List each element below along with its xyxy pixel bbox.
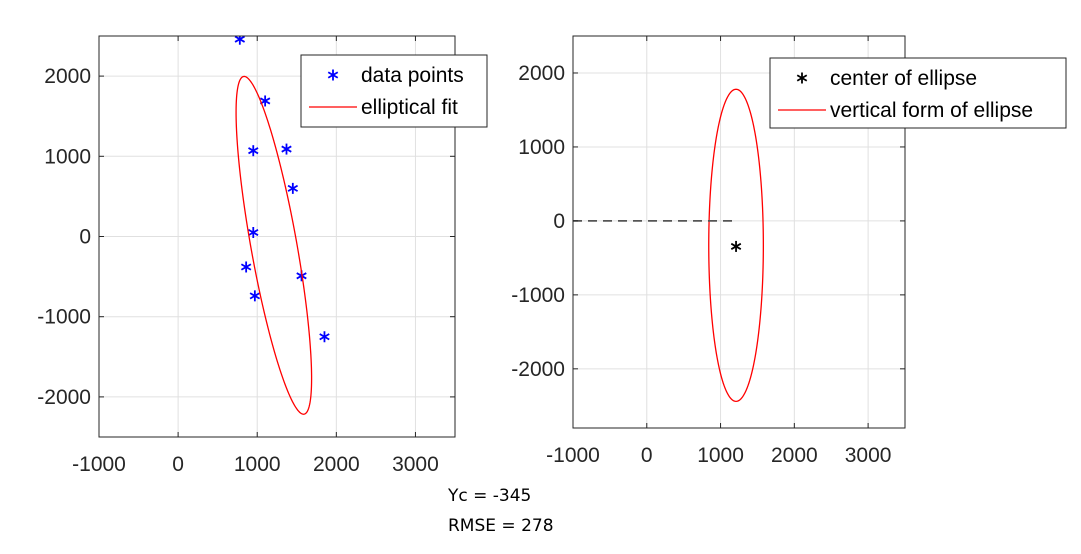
- y-tick-label: 0: [553, 210, 565, 233]
- data-point-marker-stroke: [259, 97, 271, 105]
- data-point-marker-stroke: [234, 36, 246, 43]
- x-tick-label: 1000: [697, 444, 744, 467]
- data-point-marker: [248, 226, 259, 238]
- data-point-marker-stroke: [319, 333, 330, 341]
- x-tick-label: 3000: [392, 453, 439, 476]
- legend-marker-swatch: [796, 72, 808, 84]
- legend-marker-swatch-stroke: [796, 74, 808, 82]
- legend-label: data points: [361, 64, 464, 87]
- data-point-marker: [240, 261, 252, 273]
- x-tick-label: 3000: [845, 444, 892, 467]
- legend-box: [769, 57, 1067, 129]
- y-tick-label: 2000: [44, 65, 91, 88]
- data-point-marker: [234, 36, 246, 45]
- legend: data points elliptical fit: [300, 54, 488, 128]
- data-point-marker-stroke: [249, 292, 261, 300]
- legend-box: [300, 54, 488, 128]
- plot-contents: [573, 88, 765, 403]
- plot-contents: [234, 36, 330, 415]
- data-point-marker-stroke: [248, 228, 259, 237]
- x-tick-label: -1000: [546, 444, 600, 467]
- ellipse-fit-curve: [235, 75, 313, 415]
- data-point-marker: [319, 331, 330, 343]
- data-point-marker: [249, 290, 261, 302]
- x-tick-label: 1000: [234, 453, 281, 476]
- x-tick-label: -1000: [72, 453, 126, 476]
- x-tick-label: 2000: [771, 444, 818, 467]
- data-point-marker: [281, 143, 292, 155]
- axes-box: [572, 35, 906, 429]
- legend-label: center of ellipse: [830, 67, 977, 90]
- y-tick-label: -2000: [37, 386, 91, 409]
- legend-label: elliptical fit: [361, 96, 458, 119]
- y-tick-label: -2000: [511, 358, 565, 381]
- legend: center of ellipse vertical form of ellips…: [769, 57, 1067, 129]
- data-point-marker-stroke: [248, 147, 259, 155]
- center-marker-stroke: [730, 242, 742, 250]
- data-point-marker-stroke: [281, 145, 292, 153]
- legend-label: vertical form of ellipse: [830, 99, 1033, 122]
- yc-readout: Yc = -345: [448, 486, 532, 506]
- y-tick-label: -1000: [511, 284, 565, 307]
- ellipse-fit-curve: [708, 88, 765, 403]
- y-tick-label: 2000: [518, 62, 565, 85]
- x-tick-label: 0: [641, 444, 653, 467]
- data-point-marker: [287, 182, 299, 194]
- data-point-marker: [248, 145, 259, 157]
- legend-marker-swatch: [327, 69, 339, 81]
- y-tick-label: -1000: [37, 306, 91, 329]
- y-tick-label: 1000: [518, 136, 565, 159]
- y-tick-label: 1000: [44, 145, 91, 168]
- center-marker: [730, 240, 742, 252]
- chart-2: -1000 0 1000 2000 3000 -2000 -1000 0 1000 2000 cen…: [511, 35, 1067, 467]
- rmse-readout: RMSE = 278: [448, 516, 554, 536]
- chart-1: -1000 0 1000 2000 3000 -2000 -1000 0 1000 2000 dat…: [37, 35, 488, 476]
- y-tick-label: 0: [79, 226, 91, 249]
- x-tick-label: 0: [172, 453, 184, 476]
- legend-marker-swatch-stroke: [327, 71, 339, 79]
- x-tick-label: 2000: [313, 453, 360, 476]
- data-point-marker-stroke: [240, 263, 252, 271]
- data-point-marker-stroke: [287, 184, 299, 192]
